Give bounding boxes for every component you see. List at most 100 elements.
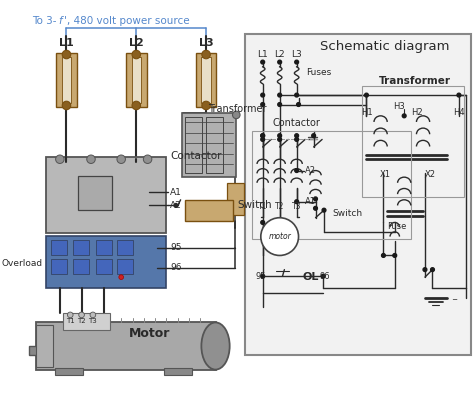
Text: 96: 96: [170, 263, 182, 272]
Text: H3: H3: [392, 102, 404, 111]
Circle shape: [261, 103, 264, 107]
Bar: [29, 346, 40, 355]
Bar: [118, 241, 134, 255]
Circle shape: [365, 93, 368, 97]
Circle shape: [457, 93, 461, 97]
Text: A2: A2: [170, 201, 182, 210]
Circle shape: [402, 114, 406, 118]
Circle shape: [295, 93, 299, 97]
Bar: [126, 53, 146, 107]
Circle shape: [430, 268, 434, 272]
Circle shape: [143, 155, 152, 163]
Circle shape: [79, 312, 84, 318]
Text: X1: X1: [380, 170, 391, 179]
Ellipse shape: [201, 322, 230, 369]
Circle shape: [261, 274, 264, 278]
Bar: [164, 368, 192, 375]
Bar: [245, 34, 471, 355]
Circle shape: [295, 134, 299, 138]
Circle shape: [117, 155, 126, 163]
Circle shape: [278, 134, 282, 138]
Circle shape: [295, 169, 299, 173]
Text: T3: T3: [89, 318, 97, 323]
Circle shape: [321, 274, 325, 278]
Bar: [182, 113, 236, 177]
Text: T2: T2: [77, 318, 86, 323]
Text: Fuse: Fuse: [387, 222, 406, 231]
Circle shape: [314, 197, 318, 201]
Text: L3: L3: [199, 38, 213, 48]
Text: A1: A1: [170, 188, 182, 197]
Circle shape: [202, 101, 210, 110]
Bar: [51, 241, 67, 255]
Circle shape: [233, 111, 240, 119]
Text: f: f: [58, 16, 62, 26]
Circle shape: [261, 218, 299, 255]
Text: L2: L2: [274, 50, 285, 59]
Circle shape: [174, 204, 178, 208]
Bar: [36, 322, 216, 369]
Bar: [78, 176, 112, 210]
Text: T1: T1: [66, 318, 74, 323]
Bar: [63, 313, 110, 330]
Circle shape: [90, 312, 96, 318]
Bar: [227, 183, 244, 215]
Text: Switch: Switch: [237, 200, 272, 209]
Text: Motor: Motor: [129, 327, 170, 340]
Circle shape: [67, 312, 73, 318]
Text: L1: L1: [59, 38, 74, 48]
Text: 96: 96: [319, 272, 330, 281]
Bar: [55, 368, 83, 375]
Circle shape: [278, 60, 282, 64]
Bar: [96, 241, 112, 255]
Bar: [362, 86, 464, 197]
Circle shape: [119, 275, 124, 279]
Circle shape: [261, 93, 264, 97]
Text: L3: L3: [292, 50, 302, 59]
Text: Transformer: Transformer: [379, 76, 451, 86]
Circle shape: [382, 253, 385, 257]
Circle shape: [261, 60, 264, 64]
Bar: [51, 259, 67, 274]
Circle shape: [295, 60, 299, 64]
Circle shape: [261, 138, 264, 141]
Bar: [201, 57, 211, 103]
Circle shape: [261, 134, 264, 138]
Bar: [196, 53, 217, 107]
Text: L1: L1: [257, 50, 268, 59]
Bar: [36, 325, 53, 367]
Circle shape: [87, 155, 95, 163]
Bar: [46, 157, 166, 233]
Text: OL: OL: [302, 272, 319, 282]
Text: Contactor: Contactor: [170, 151, 222, 162]
Text: 95: 95: [170, 243, 182, 252]
Circle shape: [295, 138, 299, 141]
Circle shape: [132, 101, 140, 110]
Circle shape: [312, 134, 316, 138]
Circle shape: [314, 206, 318, 210]
Text: Switch: Switch: [332, 209, 363, 217]
Circle shape: [132, 50, 140, 59]
Circle shape: [261, 220, 264, 224]
Text: H1: H1: [361, 108, 372, 117]
Bar: [132, 57, 141, 103]
Circle shape: [62, 101, 71, 110]
Circle shape: [62, 50, 71, 59]
Text: To 3-: To 3-: [32, 16, 56, 26]
Bar: [56, 53, 77, 107]
Circle shape: [261, 134, 264, 138]
Bar: [252, 131, 411, 239]
Bar: [185, 200, 233, 220]
Text: T2: T2: [275, 202, 284, 211]
Text: Transformer: Transformer: [208, 104, 266, 114]
Text: H4: H4: [453, 108, 465, 117]
Text: Contactor: Contactor: [272, 118, 320, 129]
Bar: [73, 259, 89, 274]
Circle shape: [322, 208, 326, 212]
Bar: [185, 117, 202, 173]
Text: Fuses: Fuses: [306, 68, 331, 77]
Text: H2: H2: [411, 108, 423, 117]
Circle shape: [278, 138, 282, 141]
Text: motor: motor: [268, 232, 291, 241]
Text: Overload: Overload: [2, 259, 43, 268]
